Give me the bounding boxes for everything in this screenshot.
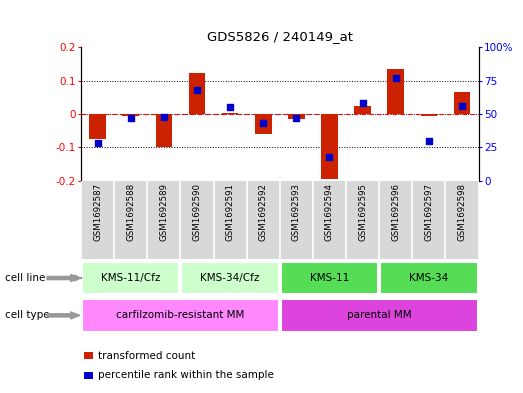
Bar	[453, 92, 470, 114]
Text: cell type: cell type	[5, 310, 50, 320]
Text: GSM1692596: GSM1692596	[391, 183, 400, 241]
Bar	[380, 262, 477, 294]
Point	[226, 104, 234, 110]
Bar	[222, 113, 238, 114]
Text: parental MM: parental MM	[347, 310, 412, 320]
Bar	[189, 73, 205, 114]
Text: GSM1692588: GSM1692588	[126, 183, 135, 241]
Bar	[89, 114, 106, 139]
Point	[160, 114, 168, 120]
Text: KMS-11/Cfz: KMS-11/Cfz	[101, 273, 161, 283]
Point	[94, 140, 102, 147]
Point	[292, 115, 301, 121]
Bar	[156, 114, 172, 147]
Text: cell line: cell line	[5, 273, 46, 283]
Bar	[420, 114, 437, 116]
Text: transformed count: transformed count	[98, 351, 196, 361]
Text: GSM1692587: GSM1692587	[93, 183, 102, 241]
Text: GSM1692597: GSM1692597	[424, 183, 434, 241]
Text: percentile rank within the sample: percentile rank within the sample	[98, 370, 274, 380]
Bar	[255, 114, 271, 134]
Point	[458, 103, 466, 109]
Bar	[281, 262, 378, 294]
Point	[127, 115, 135, 121]
Bar	[355, 106, 371, 114]
Text: GSM1692598: GSM1692598	[458, 183, 467, 241]
Bar	[82, 262, 179, 294]
Bar	[281, 299, 477, 332]
Text: KMS-11: KMS-11	[310, 273, 349, 283]
Text: GSM1692593: GSM1692593	[292, 183, 301, 241]
Point	[358, 100, 367, 107]
Text: GSM1692589: GSM1692589	[160, 183, 168, 241]
Text: GSM1692592: GSM1692592	[259, 183, 268, 241]
Text: GSM1692595: GSM1692595	[358, 183, 367, 241]
Bar	[321, 114, 338, 179]
Point	[392, 75, 400, 81]
Text: GSM1692591: GSM1692591	[225, 183, 235, 241]
Text: KMS-34: KMS-34	[409, 273, 449, 283]
Point	[325, 154, 334, 160]
Bar	[82, 299, 279, 332]
Bar	[181, 262, 279, 294]
Bar	[288, 114, 304, 119]
Title: GDS5826 / 240149_at: GDS5826 / 240149_at	[207, 30, 353, 43]
Point	[425, 138, 433, 144]
Bar	[122, 114, 139, 116]
Text: GSM1692590: GSM1692590	[192, 183, 201, 241]
Point	[193, 87, 201, 93]
Bar	[388, 69, 404, 114]
Text: GSM1692594: GSM1692594	[325, 183, 334, 241]
Text: carfilzomib-resistant MM: carfilzomib-resistant MM	[116, 310, 245, 320]
Point	[259, 120, 267, 127]
Text: KMS-34/Cfz: KMS-34/Cfz	[200, 273, 260, 283]
